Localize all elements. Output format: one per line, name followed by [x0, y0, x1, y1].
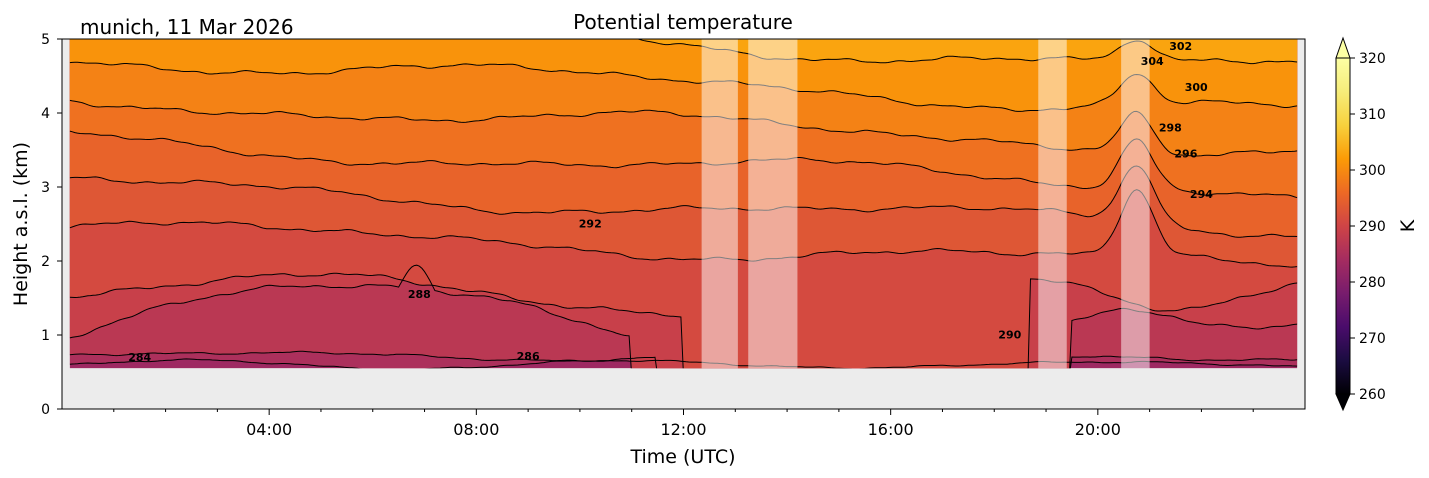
contour-300	[69, 61, 1298, 112]
colorbar-tick-label: 260	[1359, 387, 1386, 403]
contour-296	[69, 130, 1298, 199]
contour-286	[69, 350, 1298, 369]
colorbar-label: K	[1397, 219, 1419, 232]
contour-label-292: 292	[579, 218, 602, 231]
colorbar-tick-label: 280	[1359, 275, 1386, 291]
colorbar: 260 270 280 290 300 310 320 K	[1335, 36, 1419, 412]
contour-284	[69, 358, 1298, 369]
contour-302	[636, 39, 1298, 65]
contour-label-284: 284	[128, 351, 151, 364]
masked-interval-1	[701, 39, 738, 369]
x-axis-label: Time (UTC)	[629, 446, 735, 468]
chart-title: Potential temperature	[573, 10, 793, 34]
colorbar-gradient	[1335, 57, 1351, 395]
band-302	[638, 39, 1298, 64]
x-tick-label: 12:00	[660, 420, 706, 439]
contour-294	[69, 165, 1298, 238]
y-tick-label: 1	[41, 328, 50, 344]
colorbar-extend-bottom	[1335, 393, 1351, 412]
contour-label-298: 298	[1159, 122, 1182, 135]
x-tick-label: 08:00	[453, 420, 499, 439]
contour-290	[69, 272, 1298, 369]
y-tick-label: 4	[41, 106, 50, 122]
chart-subtitle: munich, 11 Mar 2026	[80, 15, 294, 39]
temperature-bands	[69, 39, 1298, 369]
y-tick-label: 0	[41, 402, 50, 418]
contour-label-302: 302	[1169, 40, 1192, 53]
x-tick-label: 16:00	[868, 420, 914, 439]
x-tick-label: 20:00	[1075, 420, 1121, 439]
masked-interval-4	[1121, 39, 1150, 369]
axes: 04:00 08:00 12:00 16:00 20:00 0 1 2 3 4 5	[41, 32, 1306, 439]
contour-298	[69, 99, 1298, 157]
contour-label-296: 296	[1174, 147, 1197, 160]
y-axis-label: Height a.s.l. (km)	[10, 142, 32, 306]
y-tick-label: 2	[41, 254, 50, 270]
contour-labels: 284 286 288 290 292 294 296 298 300 302 304	[128, 40, 1213, 364]
colorbar-tick-label: 290	[1359, 219, 1386, 235]
contour-label-288: 288	[408, 288, 431, 301]
contour-label-286: 286	[517, 350, 540, 363]
masked-interval-2	[748, 39, 798, 369]
x-tick-label: 04:00	[246, 420, 292, 439]
colorbar-tick-label: 300	[1359, 163, 1386, 179]
y-tick-label: 3	[41, 180, 50, 196]
y-tick-label: 5	[41, 32, 50, 48]
contour-label-294: 294	[1190, 188, 1213, 201]
contour-label-290: 290	[998, 329, 1021, 342]
contour-292	[69, 189, 1298, 268]
contour-lines	[69, 39, 1298, 369]
masked-interval-3	[1038, 39, 1067, 369]
colorbar-tick-label: 310	[1359, 107, 1386, 123]
contour-288	[69, 264, 1298, 369]
colorbar-tick-label: 270	[1359, 331, 1386, 347]
masked-intervals	[701, 39, 1150, 369]
colorbar-tick-label: 320	[1359, 51, 1386, 67]
contour-label-300: 300	[1185, 81, 1208, 94]
contour-label-304: 304	[1141, 55, 1164, 68]
colorbar-extend-top	[1335, 36, 1351, 59]
